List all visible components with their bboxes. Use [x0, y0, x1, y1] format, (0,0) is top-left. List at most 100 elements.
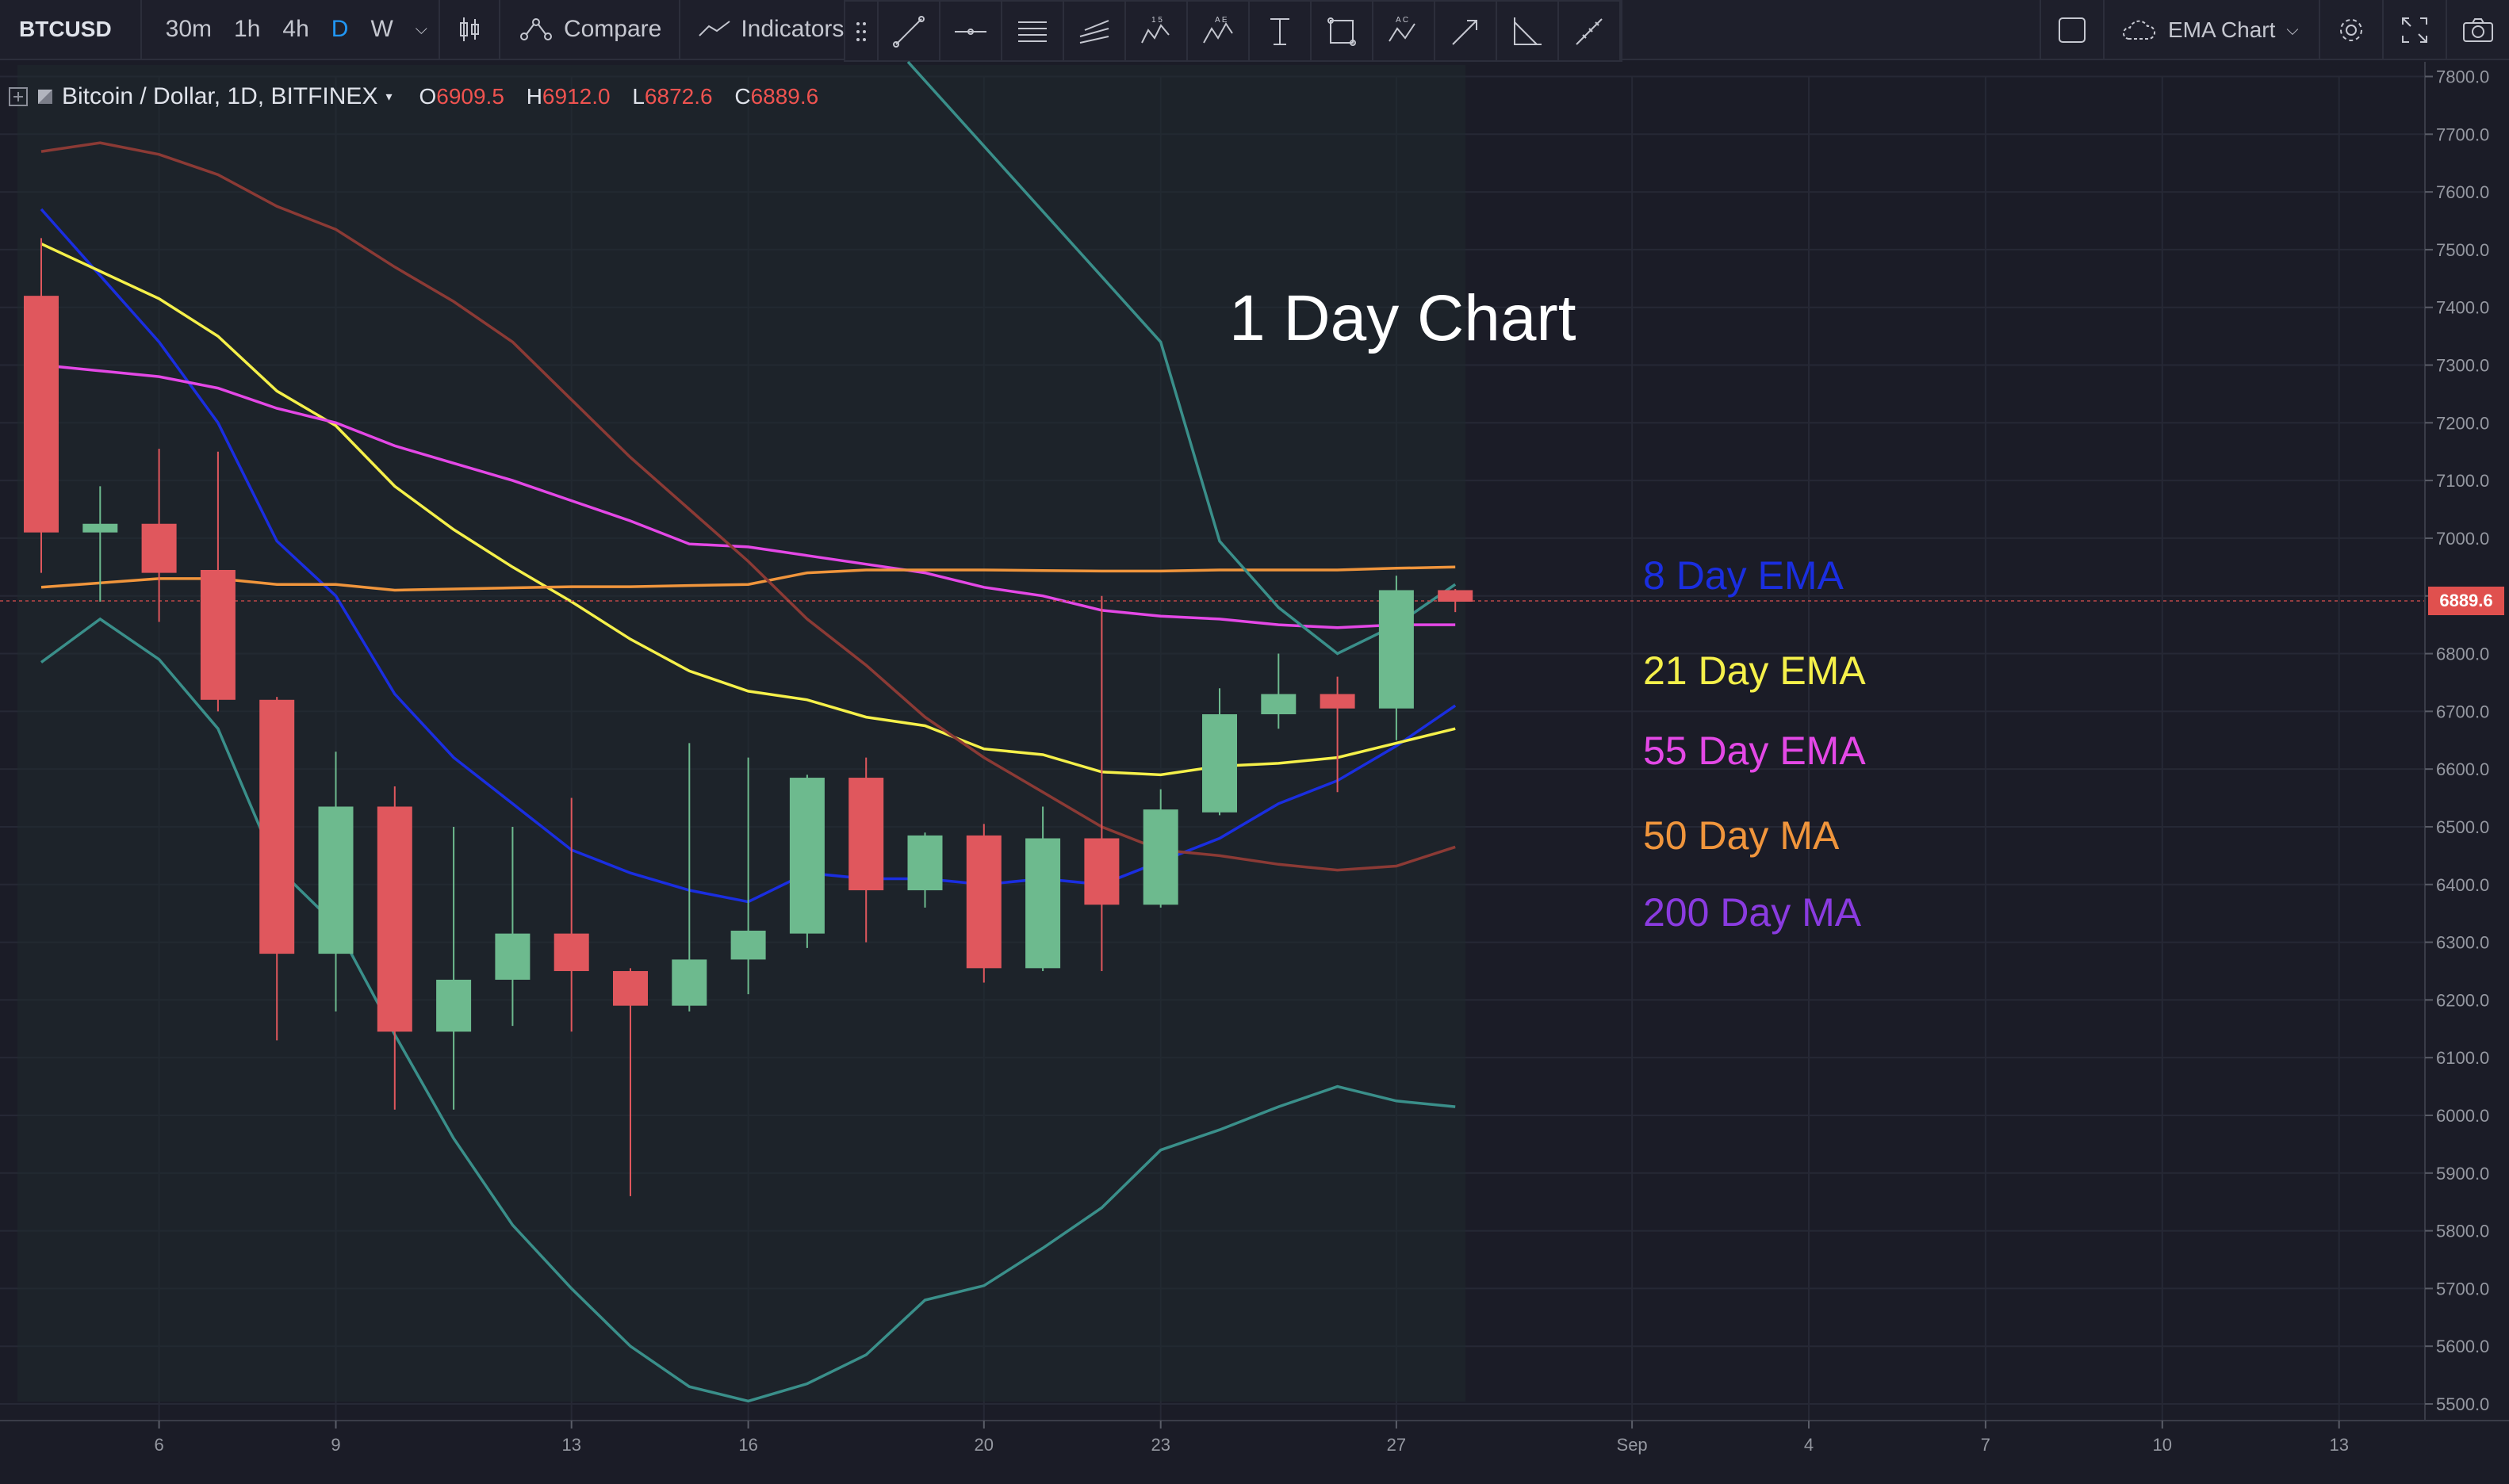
- price-tick-label: 6100.0: [2436, 1048, 2489, 1068]
- ohlc-values: O6909.5 H6912.0 L6872.6 C6889.6: [419, 84, 834, 109]
- time-tick-label: 4: [1804, 1435, 1814, 1455]
- candle: [1143, 789, 1178, 908]
- candle: [259, 697, 295, 1041]
- high-key: H: [526, 84, 542, 109]
- svg-text:A C: A C: [1396, 16, 1408, 25]
- price-tick-label: 5900.0: [2436, 1164, 2489, 1184]
- candle-body: [554, 933, 589, 971]
- drawing-toolbar: 1 5 A E A C: [844, 0, 1622, 62]
- chevron-down-icon[interactable]: ⌵: [415, 20, 427, 38]
- interval-4h[interactable]: 4h: [282, 16, 309, 42]
- gear-icon: [2340, 19, 2362, 41]
- price-tick-label: 5700.0: [2436, 1279, 2489, 1298]
- abcd-pattern-tool[interactable]: A C: [1373, 2, 1435, 62]
- wave-icon: A E: [1203, 16, 1233, 44]
- candle: [672, 743, 707, 1012]
- time-tick-label: 13: [2329, 1435, 2348, 1455]
- text-tool[interactable]: [1250, 2, 1312, 62]
- symbol-search[interactable]: BTCUSD: [19, 17, 112, 41]
- bottom-bar: [0, 1460, 2509, 1484]
- price-tick-label: 6800.0: [2436, 644, 2489, 664]
- chevron-down-icon: ⌵: [2286, 21, 2299, 39]
- ma200-label: 200 Day MA: [1643, 890, 1862, 935]
- indicators-button[interactable]: Indicators: [680, 0, 861, 59]
- candle-body: [82, 523, 118, 533]
- high-value: 6912.0: [542, 84, 611, 109]
- fullscreen-chart-button[interactable]: [2040, 0, 2103, 60]
- candle-body: [1320, 694, 1355, 709]
- toolbar-divider: [438, 0, 440, 59]
- arrow-tool[interactable]: [1435, 2, 1497, 62]
- camera-icon: [2463, 18, 2493, 42]
- candles-icon: [459, 17, 479, 41]
- candle: [1438, 589, 1473, 613]
- time-axis[interactable]: 6 9 13 16 20 23 27 Sep 4 7 10 13: [154, 1421, 2349, 1455]
- parallel-channel-tool[interactable]: [1002, 2, 1064, 62]
- candle-body: [1378, 590, 1414, 709]
- right-toolbar: EMA Chart ⌵: [2040, 0, 2509, 60]
- pattern-tool[interactable]: 1 5: [1126, 2, 1188, 62]
- candle-body: [1084, 838, 1120, 905]
- collapse-icon[interactable]: [8, 86, 29, 107]
- fib-tool[interactable]: [1497, 2, 1559, 62]
- trend-line-tool[interactable]: [879, 2, 940, 62]
- interval-1d[interactable]: D: [331, 16, 349, 42]
- pitchfork-tool[interactable]: [1064, 2, 1126, 62]
- compare-button[interactable]: Compare: [500, 0, 679, 59]
- candle: [848, 757, 884, 943]
- time-tick-label: 7: [1981, 1435, 1990, 1455]
- layout-selector[interactable]: EMA Chart ⌵: [2103, 0, 2319, 60]
- candle-body: [730, 931, 766, 960]
- symbol-flag-icon: [38, 90, 52, 104]
- candle: [377, 786, 412, 1110]
- svg-text:1 5: 1 5: [1151, 16, 1163, 25]
- fullscreen-button[interactable]: [2382, 0, 2446, 60]
- compare-label: Compare: [563, 16, 662, 42]
- snapshot-button[interactable]: [2446, 0, 2509, 60]
- chart-annotation-title: 1 Day Chart: [1229, 282, 1576, 354]
- candle: [24, 238, 59, 573]
- candle-body: [1202, 713, 1237, 813]
- candle: [318, 752, 354, 1012]
- trend-line-icon: [893, 16, 925, 48]
- candle: [200, 451, 236, 712]
- price-tick-label: 6700.0: [2436, 702, 2489, 721]
- price-tick-label: 7300.0: [2436, 356, 2489, 376]
- horizontal-line-tool[interactable]: [940, 2, 1002, 62]
- low-value: 6872.6: [644, 84, 713, 109]
- chart-type-button[interactable]: [440, 0, 499, 59]
- time-tick-label: 27: [1387, 1435, 1406, 1455]
- symbol-description[interactable]: Bitcoin / Dollar, 1D, BITFINEX: [62, 83, 378, 109]
- measure-tool[interactable]: [1559, 2, 1621, 62]
- text-cursor-icon: [1270, 18, 1289, 45]
- candle-body: [672, 959, 707, 1006]
- price-tick-label: 7600.0: [2436, 182, 2489, 202]
- rectangle-tool[interactable]: [1312, 2, 1373, 62]
- interval-1h[interactable]: 1h: [234, 16, 261, 42]
- close-value: 6889.6: [750, 84, 819, 109]
- time-tick-label: 13: [561, 1435, 580, 1455]
- price-tick-label: 5500.0: [2436, 1394, 2489, 1414]
- elliott-wave-tool[interactable]: A E: [1188, 2, 1250, 62]
- drag-handle-icon[interactable]: [845, 2, 879, 62]
- toolbar-divider: [140, 0, 142, 59]
- time-tick-label: 10: [2153, 1435, 2172, 1455]
- candles: [24, 238, 1473, 1196]
- candle-body: [436, 979, 472, 1032]
- candle-body: [141, 523, 177, 573]
- candle-body: [1261, 694, 1297, 714]
- angle-icon: [1514, 17, 1542, 45]
- price-axis[interactable]: 5500.0 5600.0 5700.0 5800.0 5900.0 6000.0 6100…: [2425, 67, 2489, 1415]
- open-key: O: [419, 84, 437, 109]
- interval-30m[interactable]: 30m: [165, 16, 213, 42]
- interval-1w[interactable]: W: [370, 16, 393, 42]
- candle: [1025, 806, 1061, 971]
- chevron-down-icon[interactable]: ▾: [385, 90, 393, 104]
- open-value: 6909.5: [436, 84, 504, 109]
- ruler-icon: [1576, 18, 1603, 45]
- settings-button[interactable]: [2319, 0, 2382, 60]
- toolbar-divider: [498, 0, 500, 59]
- ema55-line: [40, 363, 1456, 629]
- price-tick-label: 5600.0: [2436, 1337, 2489, 1356]
